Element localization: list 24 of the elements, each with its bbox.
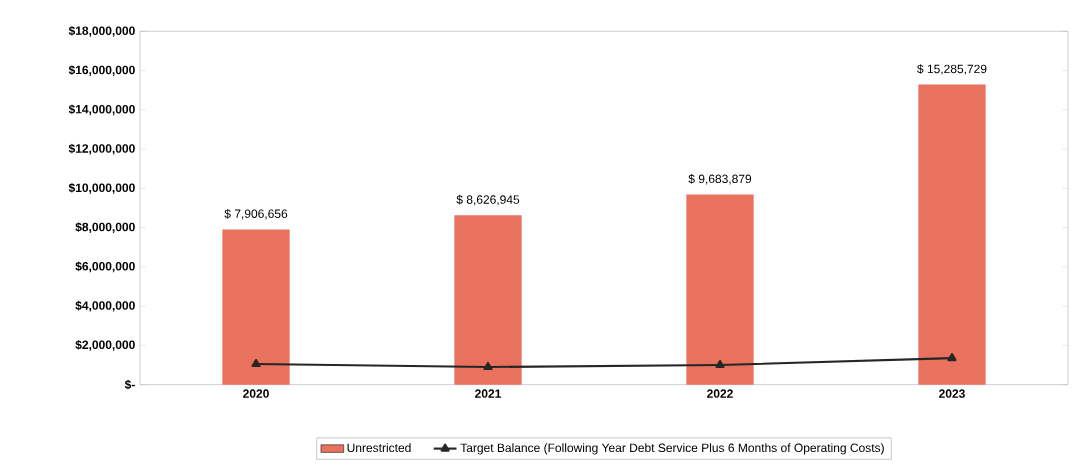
data-label: $ 15,285,729 [917,64,987,75]
y-tick-label: $6,000,000 [75,261,135,273]
data-label: $ 9,683,879 [688,174,752,185]
legend-label: Unrestricted [347,443,411,453]
y-tick-label: $- [124,379,135,390]
y-tick-label: $14,000,000 [68,104,135,116]
y-tick-label: $12,000,000 [68,143,135,155]
y-tick-label: $18,000,000 [68,25,135,37]
x-tick-label: 2020 [243,389,269,398]
y-tick-label: $8,000,000 [75,222,135,233]
data-label: $ 7,906,656 [224,208,288,220]
legend-label: Target Balance (Following Year Debt Service Plus 6 Months of Operating Costs) [460,443,884,455]
bar [918,84,986,385]
bar [686,194,754,385]
bar [454,215,522,385]
x-tick-label: 2021 [475,389,502,398]
data-label: $ 8,626,945 [456,194,520,206]
y-tick-label: $4,000,000 [75,300,135,312]
y-tick-label: $16,000,000 [68,65,135,76]
y-tick-label: $10,000,000 [68,182,135,194]
x-tick-label: 2023 [939,389,965,398]
x-tick-label: 2022 [707,389,733,398]
y-tick-label: $2,000,000 [75,340,135,351]
bar [222,229,290,385]
